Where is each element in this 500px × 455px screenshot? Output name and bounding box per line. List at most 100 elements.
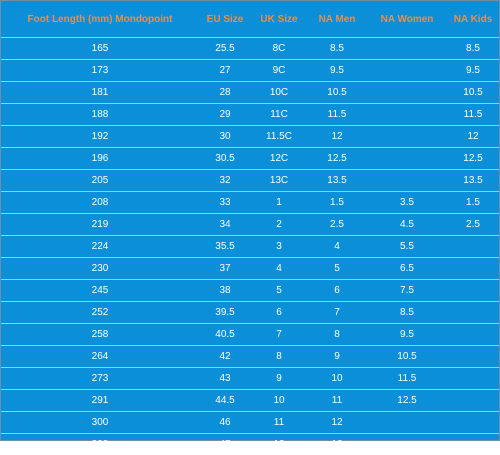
cell-na-kids bbox=[447, 324, 499, 346]
cell-na-kids: 2.5 bbox=[447, 214, 499, 236]
cell-na-women bbox=[367, 434, 447, 455]
cell-foot-length: 308 bbox=[1, 434, 199, 455]
cell-na-kids: 9.5 bbox=[447, 60, 499, 82]
cell-eu-size: 42 bbox=[199, 346, 251, 368]
column-header-uk-size: UK Size bbox=[251, 1, 307, 38]
cell-uk-size: 1 bbox=[251, 192, 307, 214]
cell-na-kids: 10.5 bbox=[447, 82, 499, 104]
column-header-na-men: NA Men bbox=[307, 1, 367, 38]
cell-na-men: 8.5 bbox=[307, 38, 367, 60]
cell-na-women: 10.5 bbox=[367, 346, 447, 368]
cell-na-women: 6.5 bbox=[367, 258, 447, 280]
cell-uk-size: 11 bbox=[251, 412, 307, 434]
cell-na-kids bbox=[447, 412, 499, 434]
column-header-na-women: NA Women bbox=[367, 1, 447, 38]
cell-foot-length: 273 bbox=[1, 368, 199, 390]
cell-na-men: 10 bbox=[307, 368, 367, 390]
cell-na-kids bbox=[447, 390, 499, 412]
cell-eu-size: 33 bbox=[199, 192, 251, 214]
cell-foot-length: 165 bbox=[1, 38, 199, 60]
cell-eu-size: 29 bbox=[199, 104, 251, 126]
cell-na-kids: 13.5 bbox=[447, 170, 499, 192]
cell-na-kids: 8.5 bbox=[447, 38, 499, 60]
cell-eu-size: 32 bbox=[199, 170, 251, 192]
cell-uk-size: 12C bbox=[251, 148, 307, 170]
cell-foot-length: 208 bbox=[1, 192, 199, 214]
column-header-eu-size: EU Size bbox=[199, 1, 251, 38]
cell-na-women: 3.5 bbox=[367, 192, 447, 214]
cell-foot-length: 230 bbox=[1, 258, 199, 280]
cell-na-women bbox=[367, 412, 447, 434]
cell-eu-size: 40.5 bbox=[199, 324, 251, 346]
column-header-na-kids: NA Kids bbox=[447, 1, 499, 38]
cell-eu-size: 37 bbox=[199, 258, 251, 280]
cell-eu-size: 28 bbox=[199, 82, 251, 104]
cell-na-men: 12 bbox=[307, 412, 367, 434]
cell-na-women: 5.5 bbox=[367, 236, 447, 258]
cell-na-women: 7.5 bbox=[367, 280, 447, 302]
cell-foot-length: 258 bbox=[1, 324, 199, 346]
cell-foot-length: 188 bbox=[1, 104, 199, 126]
cell-uk-size: 11C bbox=[251, 104, 307, 126]
cell-eu-size: 47 bbox=[199, 434, 251, 455]
cell-na-women bbox=[367, 170, 447, 192]
cell-na-women: 11.5 bbox=[367, 368, 447, 390]
cell-na-men: 7 bbox=[307, 302, 367, 324]
cell-na-men: 13.5 bbox=[307, 170, 367, 192]
cell-na-men: 9 bbox=[307, 346, 367, 368]
cell-foot-length: 245 bbox=[1, 280, 199, 302]
cell-na-women bbox=[367, 82, 447, 104]
cell-na-kids bbox=[447, 258, 499, 280]
cell-eu-size: 44.5 bbox=[199, 390, 251, 412]
cell-uk-size: 10 bbox=[251, 390, 307, 412]
cell-na-women: 12.5 bbox=[367, 390, 447, 412]
cell-uk-size: 9C bbox=[251, 60, 307, 82]
cell-uk-size: 8C bbox=[251, 38, 307, 60]
cell-na-men: 4 bbox=[307, 236, 367, 258]
cell-eu-size: 30 bbox=[199, 126, 251, 148]
cell-uk-size: 10C bbox=[251, 82, 307, 104]
cell-eu-size: 25.5 bbox=[199, 38, 251, 60]
cell-na-men: 2.5 bbox=[307, 214, 367, 236]
cell-uk-size: 8 bbox=[251, 346, 307, 368]
column-header-foot-length: Foot Length (mm) Mondopoint bbox=[1, 1, 199, 38]
cell-na-kids bbox=[447, 236, 499, 258]
cell-eu-size: 30.5 bbox=[199, 148, 251, 170]
cell-uk-size: 7 bbox=[251, 324, 307, 346]
cell-na-men: 11.5 bbox=[307, 104, 367, 126]
cell-na-men: 10.5 bbox=[307, 82, 367, 104]
cell-na-women bbox=[367, 126, 447, 148]
cell-na-men: 13 bbox=[307, 434, 367, 455]
cell-uk-size: 12 bbox=[251, 434, 307, 455]
cell-na-men: 11 bbox=[307, 390, 367, 412]
cell-eu-size: 43 bbox=[199, 368, 251, 390]
cell-uk-size: 6 bbox=[251, 302, 307, 324]
cell-uk-size: 9 bbox=[251, 368, 307, 390]
cell-na-men: 9.5 bbox=[307, 60, 367, 82]
cell-uk-size: 11.5C bbox=[251, 126, 307, 148]
cell-na-men: 6 bbox=[307, 280, 367, 302]
cell-uk-size: 4 bbox=[251, 258, 307, 280]
cell-na-men: 5 bbox=[307, 258, 367, 280]
cell-eu-size: 39.5 bbox=[199, 302, 251, 324]
cell-uk-size: 13C bbox=[251, 170, 307, 192]
